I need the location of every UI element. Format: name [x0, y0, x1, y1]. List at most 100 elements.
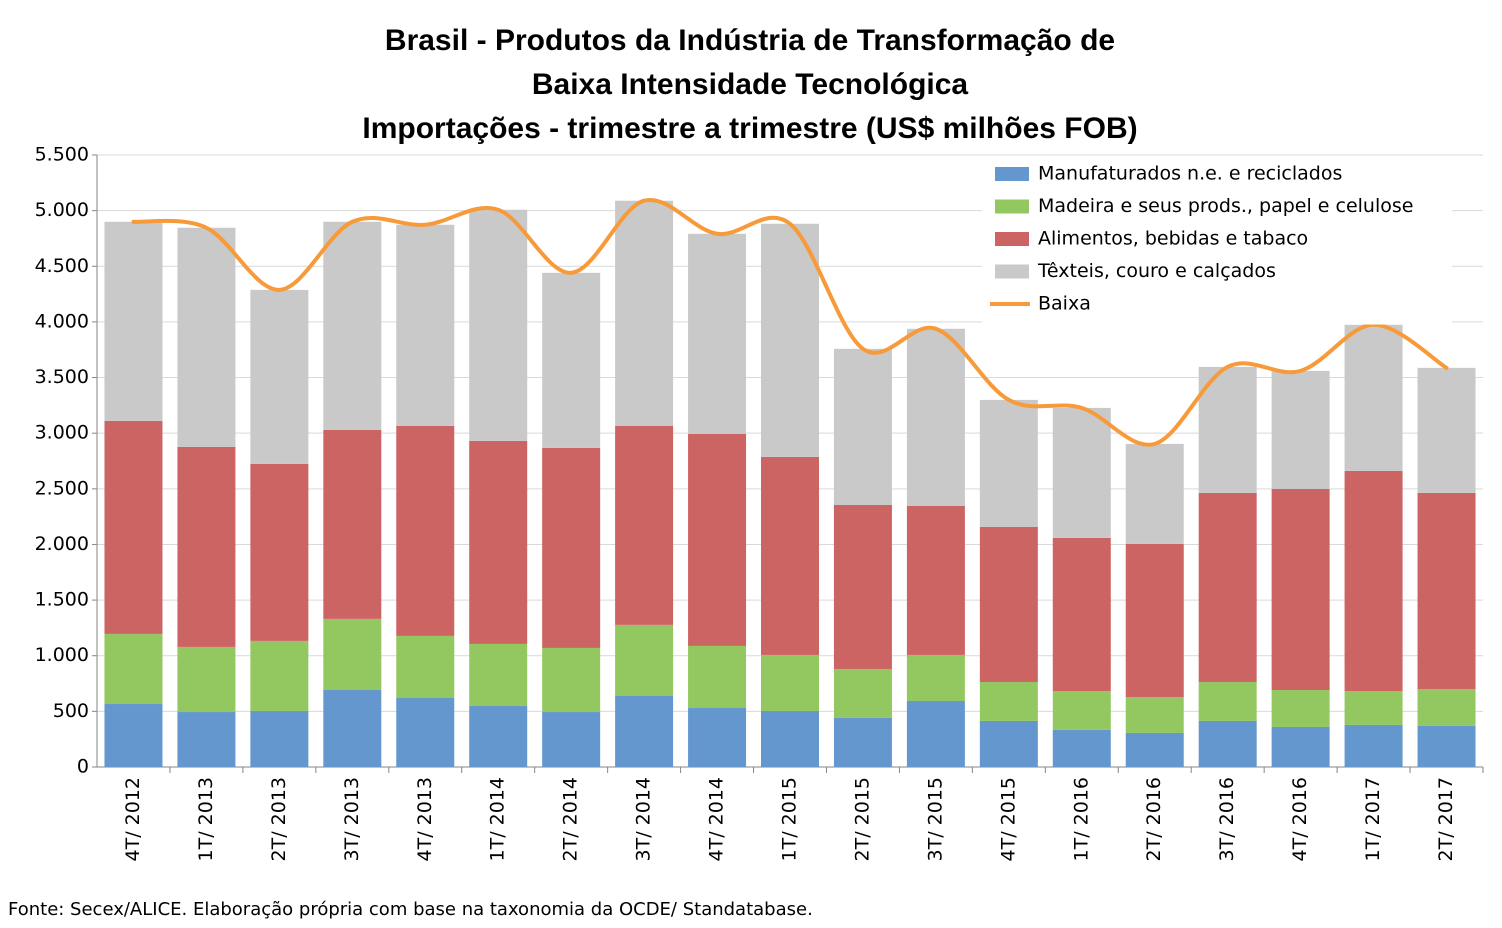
bar-segment	[1198, 366, 1257, 493]
bar-segment	[396, 425, 455, 636]
bar-segment	[1198, 720, 1257, 767]
legend-swatch	[995, 167, 1029, 181]
source-note: Fonte: Secex/ALICE. Elaboração própria c…	[8, 899, 813, 920]
bar-segment	[323, 221, 382, 430]
bar-segment	[104, 633, 163, 705]
legend-box	[982, 156, 1452, 325]
chart-title: Brasil - Produtos da Indústria de Transf…	[385, 24, 1115, 57]
bar-segment	[615, 200, 674, 426]
bar-segment	[396, 698, 455, 767]
bar-segment	[250, 640, 309, 712]
bar-segment	[979, 526, 1038, 682]
bar-segment	[1125, 543, 1184, 698]
x-tick-label: 2T/ 2014	[560, 777, 582, 862]
y-tick-label: 4.500	[35, 255, 89, 277]
x-tick-label: 2T/ 2013	[268, 777, 290, 862]
bar-segment	[688, 708, 747, 767]
legend-label: Manufaturados n.e. e reciclados	[1038, 163, 1342, 185]
bar-segment	[615, 624, 674, 697]
bar-segment	[542, 272, 601, 448]
bar-segment	[1125, 732, 1184, 767]
legend-label: Têxteis, couro e calçados	[1037, 260, 1276, 282]
x-tick-label: 1T/ 2015	[779, 777, 801, 862]
y-tick-label: 3.500	[35, 366, 89, 388]
bar-segment	[1271, 726, 1330, 767]
bar-segment	[1198, 492, 1257, 682]
bar-segment	[104, 704, 163, 767]
bar-segment	[177, 646, 236, 713]
bar-segment	[615, 696, 674, 767]
bar-segment	[833, 348, 892, 505]
x-tick-label: 3T/ 2015	[924, 777, 946, 862]
bar-segment	[979, 681, 1038, 721]
y-tick-label: 2.500	[35, 477, 89, 499]
bar-segment	[323, 429, 382, 619]
x-tick-label: 4T/ 2014	[706, 777, 728, 862]
bar-segment	[1344, 691, 1403, 725]
bar-segment	[1271, 689, 1330, 727]
line-series	[131, 197, 1449, 447]
y-tick-label: 3.000	[35, 422, 89, 444]
y-tick-label: 2.000	[35, 533, 89, 555]
y-tick-label: 1.500	[35, 589, 89, 611]
bar-segment	[615, 425, 674, 625]
bar-segment	[688, 233, 747, 434]
bar-segment	[1417, 688, 1476, 726]
legend-swatch	[995, 199, 1029, 214]
x-tick-label: 4T/ 2015	[997, 777, 1019, 862]
x-tick-label: 1T/ 2017	[1362, 777, 1384, 862]
bar-segment	[1344, 724, 1403, 767]
y-tick-label: 5.000	[35, 199, 89, 221]
x-tick-label: 3T/ 2014	[633, 777, 655, 862]
bar-segment	[906, 654, 965, 702]
bar-segment	[906, 328, 965, 506]
legend-label: Madeira e seus prods., papel e celulose	[1038, 195, 1413, 217]
x-tick-label: 1T/ 2016	[1070, 777, 1092, 862]
bar-segment	[396, 224, 455, 426]
x-tick-label: 4T/ 2013	[414, 777, 436, 862]
bar-segment	[979, 720, 1038, 767]
bar-segment	[542, 712, 601, 767]
y-tick-label: 500	[53, 700, 89, 722]
bar-segment	[542, 447, 601, 648]
bar-segment	[833, 717, 892, 767]
x-tick-label: 4T/ 2012	[122, 777, 144, 862]
bar-segment	[906, 701, 965, 767]
bar-segment	[177, 446, 236, 647]
bar-segment	[761, 654, 819, 712]
bar-segment	[104, 221, 163, 421]
x-tick-label: 2T/ 2016	[1143, 777, 1165, 862]
bar-segment	[469, 209, 528, 441]
legend-label: Alimentos, bebidas e tabaco	[1038, 228, 1308, 250]
bar-segment	[1052, 407, 1111, 538]
x-tick-label: 3T/ 2016	[1216, 777, 1238, 862]
legend-swatch	[995, 264, 1029, 279]
bar-segment	[761, 711, 819, 767]
x-tick-label: 4T/ 2016	[1289, 777, 1311, 862]
x-tick-label: 1T/ 2014	[487, 777, 509, 862]
bar-segment	[1271, 370, 1330, 489]
bar-segment	[469, 440, 528, 644]
bar-segment	[250, 711, 309, 767]
bar-segment	[177, 227, 236, 447]
bar-segment	[1125, 443, 1184, 544]
y-tick-label: 0	[77, 756, 89, 778]
bar-segment	[688, 433, 747, 646]
bar-segment	[906, 505, 965, 655]
bar-segment	[1417, 367, 1476, 493]
bar-segment	[1052, 691, 1111, 730]
bar-segment	[1271, 488, 1330, 690]
x-tick-label: 2T/ 2017	[1435, 777, 1457, 862]
bar-segment	[104, 420, 163, 634]
bar-segment	[323, 689, 382, 767]
bar-segment	[833, 668, 892, 718]
bar-segment	[761, 223, 819, 457]
y-tick-label: 5.500	[35, 144, 89, 166]
legend-label: Baixa	[1038, 293, 1091, 315]
bar-segment	[323, 618, 382, 690]
y-tick-label: 1.000	[35, 644, 89, 666]
x-tick-label: 3T/ 2013	[341, 777, 363, 862]
y-tick-label: 4.000	[35, 310, 89, 332]
x-tick-label: 2T/ 2015	[851, 777, 873, 862]
